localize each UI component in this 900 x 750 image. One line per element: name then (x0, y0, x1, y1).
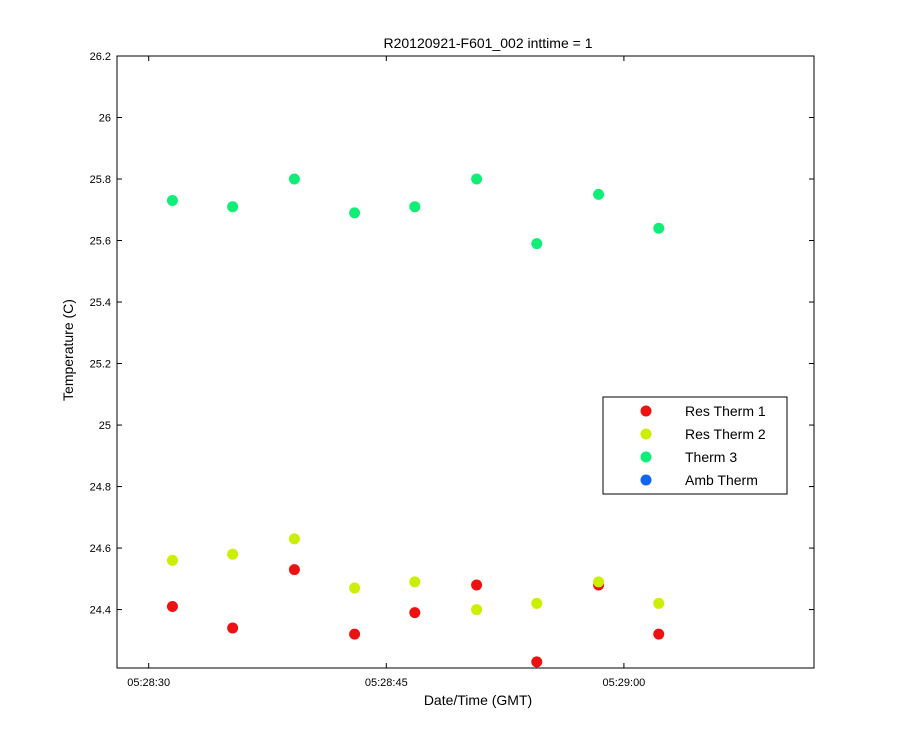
legend-label: Res Therm 1 (685, 403, 766, 419)
data-point (166, 554, 178, 566)
data-point (653, 628, 665, 640)
legend-marker (640, 428, 652, 440)
data-point (653, 222, 665, 234)
data-point (653, 597, 665, 609)
x-tick-label: 05:28:30 (127, 677, 170, 689)
data-point (349, 628, 361, 640)
x-tick-label: 05:29:00 (602, 677, 645, 689)
data-point (531, 597, 543, 609)
data-point (593, 576, 605, 588)
legend-marker (640, 405, 652, 417)
y-axis-label: Temperature (C) (60, 299, 76, 401)
data-point (349, 207, 361, 219)
data-point (227, 622, 239, 634)
data-point (227, 548, 239, 560)
y-tick-label: 24.8 (90, 482, 111, 494)
data-point (471, 604, 483, 616)
plot-area (116, 55, 815, 669)
data-point (531, 238, 543, 250)
y-tick-label: 25.8 (90, 174, 111, 186)
y-axis: 24.4 24.6 24.8 25 25.2 25.4 25.6 25.8 26 26.2 (90, 51, 814, 617)
x-tick-label: 05:28:45 (365, 677, 408, 689)
y-tick-label: 25.2 (90, 359, 111, 371)
data-point (409, 576, 421, 588)
chart-title: R20120921-F601_002 inttime = 1 (384, 35, 593, 51)
data-point (471, 173, 483, 185)
data-point (288, 533, 300, 545)
data-point (349, 582, 361, 594)
legend-label: Amb Therm (685, 472, 758, 488)
legend-marker (640, 474, 652, 486)
data-point (288, 173, 300, 185)
data-point (288, 564, 300, 576)
y-tick-label: 25 (99, 420, 111, 432)
data-point (471, 579, 483, 591)
x-axis-label: Date/Time (GMT) (424, 692, 532, 708)
data-points (166, 173, 665, 668)
y-tick-label: 25.6 (90, 236, 111, 248)
data-point (593, 188, 605, 200)
y-tick-label: 26.2 (90, 51, 111, 63)
legend-marker (640, 451, 652, 463)
legend: Res Therm 1 Res Therm 2 Therm 3 Amb Therm (602, 396, 788, 495)
y-tick-label: 26 (99, 113, 111, 125)
data-point (531, 656, 543, 668)
data-point (227, 201, 239, 213)
legend-label: Res Therm 2 (685, 426, 766, 442)
data-point (409, 201, 421, 213)
data-point (166, 195, 178, 207)
y-tick-label: 24.6 (90, 543, 111, 555)
legend-box (602, 396, 788, 495)
y-tick-label: 25.4 (90, 297, 111, 309)
y-tick-label: 24.4 (90, 605, 111, 617)
x-axis: 05:28:30 05:28:45 05:29:00 (127, 56, 645, 689)
data-point (166, 600, 178, 612)
legend-label: Therm 3 (685, 449, 737, 465)
data-point (409, 607, 421, 619)
